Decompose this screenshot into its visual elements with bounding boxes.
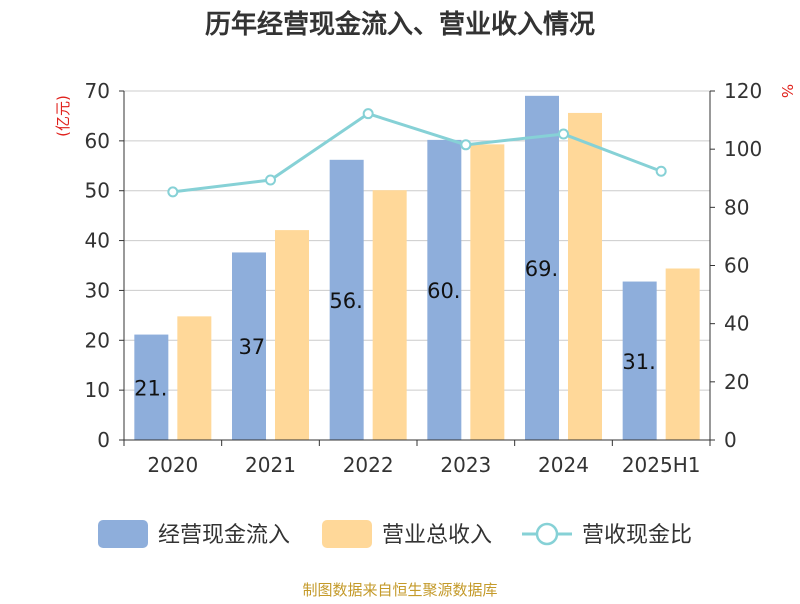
right-tick-label: 120: [724, 79, 762, 103]
ratio-point: [167, 186, 179, 198]
bar-data-label: 21.145: [134, 376, 207, 400]
source-note: 制图数据来自恒生聚源数据库: [302, 581, 497, 599]
right-tick-label: 100: [724, 137, 762, 161]
right-tick-label: 60: [724, 254, 749, 278]
right-tick-label: 0: [724, 428, 737, 452]
ratio-point: [265, 174, 276, 186]
right-tick-label: 40: [724, 312, 749, 336]
bars: [134, 95, 700, 441]
x-tick-label: 2023: [440, 453, 491, 477]
left-tick-label: 20: [85, 328, 110, 352]
bar-cash-inflow: [525, 95, 559, 440]
left-tick-label: 60: [85, 129, 110, 153]
bar-cash-inflow: [427, 139, 462, 440]
left-tick-label: 30: [85, 278, 110, 302]
x-tick-label: 2024: [538, 453, 589, 477]
data-labels: 21.145 37.62 56.199 60.195 69.032 31.782: [134, 257, 695, 400]
legend-label-revenue: 营业总收入: [382, 523, 492, 548]
legend-label-cash-inflow: 经营现金流入: [158, 523, 290, 548]
bar-data-label: 56.199: [329, 289, 402, 313]
bar-revenue: [470, 144, 505, 440]
x-tick-label: 2022: [343, 453, 394, 477]
bar-revenue: [372, 190, 407, 440]
x-tick-label: 2025H1: [622, 453, 701, 477]
bar-data-label: 69.032: [525, 257, 598, 281]
bar-cash-inflow: [622, 281, 657, 440]
left-tick-label: 10: [85, 378, 110, 402]
legend-swatch-cash-inflow: [98, 520, 148, 548]
bar-data-label: 31.782: [622, 350, 695, 374]
right-axis-unit: %: [778, 84, 796, 98]
grid-lines: [124, 90, 710, 391]
bar-revenue: [665, 268, 700, 440]
axes: 0 10 20 30 40 50 60 70 0 20 40 60 80 100 120 2020 2021 20…: [85, 79, 763, 477]
bar-cash-inflow: [134, 334, 169, 440]
legend-marker-ratio: [535, 522, 559, 546]
legend: 经营现金流入 营业总收入 营收现金比: [98, 520, 692, 548]
left-axis-unit: (亿元): [54, 95, 72, 137]
right-tick-label: 80: [724, 195, 749, 219]
legend-swatch-revenue: [322, 520, 372, 548]
bar-revenue: [275, 230, 309, 440]
ratio-line-path: [172, 112, 662, 194]
left-tick-label: 0: [97, 428, 110, 452]
right-tick-label: 20: [724, 370, 749, 394]
bar-data-label: 60.195: [427, 279, 500, 303]
x-tick-label: 2021: [245, 453, 296, 477]
bar-revenue: [177, 316, 212, 440]
ratio-point: [460, 139, 472, 151]
ratio-line: [167, 108, 667, 198]
bar-cash-inflow: [329, 159, 364, 440]
bar-revenue: [568, 112, 602, 441]
left-tick-label: 40: [85, 229, 110, 253]
x-tick-label: 2020: [147, 453, 198, 477]
ratio-point: [558, 128, 569, 140]
left-tick-label: 70: [85, 79, 110, 103]
chart-title: 历年经营现金流入、营业收入情况: [205, 9, 595, 40]
bar-cash-inflow: [232, 252, 266, 440]
left-tick-label: 50: [85, 179, 110, 203]
ratio-point: [655, 165, 667, 177]
bar-data-label: 37.62: [238, 335, 298, 359]
legend-label-ratio: 营收现金比: [582, 523, 692, 548]
ratio-point: [362, 108, 374, 120]
